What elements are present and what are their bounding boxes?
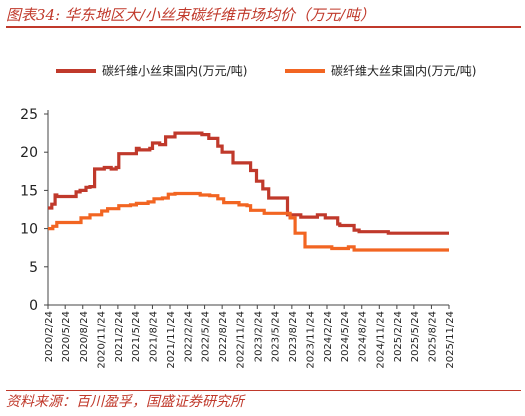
x-tick-label: 2024/2/24 [323,311,334,362]
x-tick-label: 2025/11/24 [445,311,456,369]
y-tick-label: 5 [29,260,38,276]
series-line-2 [48,191,449,252]
x-tick-label: 2021/8/24 [148,311,159,362]
x-tick-label: 2020/2/24 [44,311,55,362]
x-tick-label: 2020/8/24 [79,311,90,362]
series-line-1 [48,131,449,235]
legend-label-1: 碳纤维小丝束国内(万元/吨) [102,64,247,78]
y-tick-label: 0 [29,298,38,314]
x-tick-label: 2023/2/24 [253,311,264,362]
x-tick-label: 2024/5/24 [340,311,351,362]
source-note: 资料来源：百川盈孚，国盛证券研究所 [6,390,521,413]
x-tick-label: 2024/11/24 [375,311,386,369]
y-tick-label: 25 [20,107,38,123]
x-tick-label: 2021/11/24 [166,311,177,369]
x-axis: 2020/2/24 2020/5/24 2020/8/24 2020/11/24 202… [44,304,456,369]
x-tick-label: 2022/11/24 [236,311,247,369]
x-tick-label: 2023/5/24 [270,311,281,362]
x-tick-label: 2021/2/24 [114,311,125,362]
x-tick-label: 2022/8/24 [218,311,229,362]
series-lines [48,131,449,252]
x-tick-label: 2020/11/24 [96,311,107,369]
x-tick-label: 2025/5/24 [410,311,421,362]
x-tick-label: 2023/8/24 [288,311,299,362]
x-tick-label: 2024/8/24 [358,311,369,362]
x-tick-label: 2023/11/24 [305,311,316,369]
y-axis: 0 5 10 15 20 25 [20,107,49,314]
x-tick-label: 2022/5/24 [201,311,212,362]
x-tick-label: 2025/8/24 [427,311,438,362]
x-tick-label: 2021/5/24 [131,311,142,362]
legend: 碳纤维小丝束国内(万元/吨) 碳纤维大丝束国内(万元/吨) [56,64,476,78]
x-tick-label: 2025/2/24 [393,311,404,362]
x-tick-label: 2022/2/24 [184,311,195,362]
legend-label-2: 碳纤维大丝束国内(万元/吨) [331,64,476,78]
y-tick-label: 10 [20,222,38,238]
x-tick-label: 2020/5/24 [61,311,72,362]
y-tick-label: 20 [20,145,38,161]
y-tick-label: 15 [20,183,38,199]
chart-title: 图表34: 华东地区大/小丝束碳纤维市场均价（万元/吨） [6,4,521,28]
